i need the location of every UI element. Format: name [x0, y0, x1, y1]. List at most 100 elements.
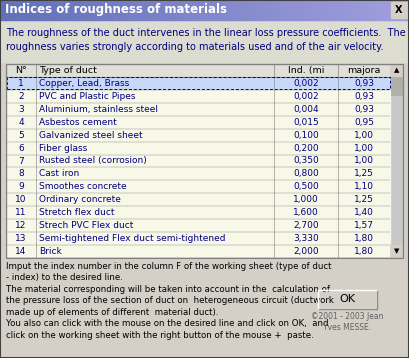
- Bar: [390, 245, 403, 258]
- Bar: [82, 0, 88, 20]
- Bar: [51, 0, 57, 20]
- Text: Smoothes concrete: Smoothes concrete: [39, 182, 127, 192]
- Bar: [210, 0, 216, 20]
- Bar: [373, 0, 379, 20]
- Text: Cast iron: Cast iron: [39, 169, 79, 178]
- Text: 0,500: 0,500: [293, 182, 319, 192]
- Bar: [6, 129, 390, 142]
- Text: 1,600: 1,600: [293, 208, 319, 217]
- Text: 0,100: 0,100: [293, 131, 319, 140]
- Bar: [245, 0, 252, 20]
- Text: 1,25: 1,25: [354, 169, 374, 178]
- Bar: [92, 0, 98, 20]
- Text: 12: 12: [15, 221, 27, 230]
- Text: Rusted steel (corrosion): Rusted steel (corrosion): [39, 156, 147, 165]
- Bar: [5, 0, 11, 20]
- Text: 1,00: 1,00: [354, 156, 374, 165]
- Bar: [307, 0, 313, 20]
- Text: 1,57: 1,57: [354, 221, 374, 230]
- Text: 1,25: 1,25: [354, 195, 374, 204]
- Bar: [189, 0, 195, 20]
- Text: 1,80: 1,80: [354, 247, 374, 256]
- Text: 1,00: 1,00: [354, 131, 374, 140]
- Text: Stretch flex duct: Stretch flex duct: [39, 208, 115, 217]
- Text: Imput the index number in the column F of the working sheet (type of duct
- inde: Imput the index number in the column F o…: [6, 262, 334, 340]
- Text: N°: N°: [15, 66, 27, 75]
- Bar: [389, 0, 395, 20]
- Text: 0,002: 0,002: [293, 79, 319, 88]
- Bar: [6, 116, 390, 129]
- Bar: [0, 0, 6, 20]
- Bar: [235, 0, 241, 20]
- Bar: [390, 64, 403, 258]
- Text: 1,10: 1,10: [354, 182, 374, 192]
- Bar: [16, 0, 21, 20]
- Bar: [1, 20, 408, 62]
- Bar: [6, 245, 390, 258]
- Bar: [319, 291, 377, 309]
- Text: ▲: ▲: [394, 68, 399, 73]
- Bar: [159, 0, 164, 20]
- Bar: [297, 0, 303, 20]
- Bar: [123, 0, 129, 20]
- Text: 0,93: 0,93: [354, 105, 374, 114]
- Text: ▼: ▼: [394, 248, 399, 255]
- Text: majora: majora: [347, 66, 381, 75]
- Bar: [399, 0, 405, 20]
- Bar: [133, 0, 139, 20]
- Text: 3: 3: [18, 105, 24, 114]
- Bar: [7, 77, 389, 90]
- Text: 0,93: 0,93: [354, 92, 374, 101]
- Bar: [6, 77, 390, 90]
- Bar: [363, 0, 369, 20]
- Bar: [61, 0, 67, 20]
- Bar: [343, 0, 348, 20]
- Bar: [6, 180, 390, 193]
- Bar: [6, 206, 390, 219]
- Bar: [281, 0, 287, 20]
- Bar: [337, 0, 344, 20]
- Bar: [404, 0, 409, 20]
- Bar: [317, 0, 323, 20]
- Text: Ind. (mi: Ind. (mi: [288, 66, 324, 75]
- Bar: [6, 64, 403, 258]
- Text: 8: 8: [18, 169, 24, 178]
- Bar: [261, 0, 267, 20]
- Bar: [174, 0, 180, 20]
- Bar: [179, 0, 185, 20]
- Bar: [301, 0, 308, 20]
- Bar: [204, 0, 211, 20]
- Text: 2: 2: [18, 92, 24, 101]
- Bar: [327, 0, 333, 20]
- Bar: [378, 0, 384, 20]
- Bar: [6, 168, 390, 180]
- Text: 9: 9: [18, 182, 24, 192]
- Bar: [240, 0, 246, 20]
- Bar: [368, 0, 374, 20]
- Bar: [148, 0, 154, 20]
- Bar: [225, 0, 231, 20]
- Text: 1,40: 1,40: [354, 208, 374, 217]
- Text: 1,000: 1,000: [293, 195, 319, 204]
- Text: X: X: [395, 5, 403, 15]
- Bar: [10, 0, 16, 20]
- Bar: [184, 0, 190, 20]
- Bar: [41, 0, 47, 20]
- Bar: [77, 0, 83, 20]
- Bar: [72, 0, 78, 20]
- Text: Type of duct: Type of duct: [39, 66, 97, 75]
- Text: 0,200: 0,200: [293, 144, 319, 153]
- Bar: [194, 0, 200, 20]
- Bar: [66, 0, 72, 20]
- Text: OK: OK: [339, 294, 355, 304]
- Text: Asbestos cement: Asbestos cement: [39, 118, 117, 127]
- Text: 0,93: 0,93: [354, 79, 374, 88]
- Bar: [230, 0, 236, 20]
- Text: 6: 6: [18, 144, 24, 153]
- Bar: [6, 142, 390, 155]
- Bar: [391, 77, 402, 95]
- Bar: [200, 0, 205, 20]
- Text: Indices of roughness of materials: Indices of roughness of materials: [5, 4, 227, 16]
- Text: Copper, Lead, Brass: Copper, Lead, Brass: [39, 79, 129, 88]
- Bar: [312, 0, 318, 20]
